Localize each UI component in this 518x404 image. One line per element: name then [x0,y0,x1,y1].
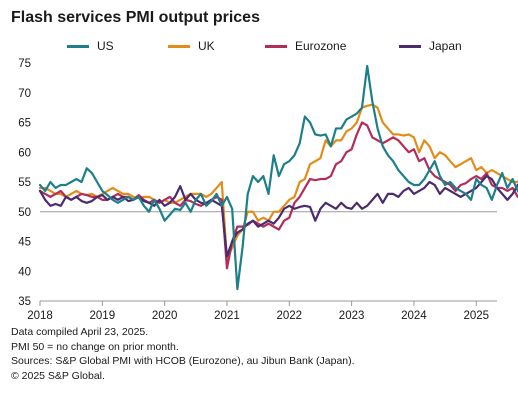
footer-copyright: © 2025 S&P Global. [11,369,105,382]
x-tick-label-2021: 2021 [214,310,240,322]
legend-swatch-japan [399,44,421,48]
y-tick-label-35: 35 [18,296,31,308]
y-tick-label-65: 65 [18,118,31,130]
x-tick-label-2025: 2025 [463,310,489,322]
series-line-japan [38,174,518,258]
y-tick-label-75: 75 [18,58,31,70]
y-tick-label-45: 45 [18,237,31,249]
x-tick-label-2019: 2019 [90,310,116,322]
y-tick-label-60: 60 [18,147,31,159]
legend-item-japan: Japan [399,38,462,54]
legend-swatch-uk [168,44,190,48]
series-line-eurozone [38,121,518,270]
y-tick-label-55: 55 [18,177,31,189]
legend-label-uk: UK [198,39,215,53]
x-tick-label-2024: 2024 [401,310,427,322]
footer-pmi-note: PMI 50 = no change on prior month. [11,340,179,353]
footer-sources-note: Sources: S&P Global PMI with HCOB (Euroz… [11,355,355,368]
series-line-us [38,64,518,291]
legend-swatch-eurozone [265,44,287,48]
chart-footer: Data compiled April 23, 2025. PMI 50 = n… [11,325,355,383]
y-tick-label-50: 50 [18,207,31,219]
legend-item-eurozone: Eurozone [265,38,346,54]
legend-label-eurozone: Eurozone [295,39,347,53]
y-tick-label-70: 70 [18,88,31,100]
legend-item-us: US [67,38,114,54]
legend-swatch-us [67,44,89,48]
legend-item-uk: UK [168,38,215,54]
x-tick-label-2022: 2022 [276,310,302,322]
legend-label-us: US [97,39,114,53]
series-line-uk [38,103,518,261]
x-tick-label-2018: 2018 [27,310,53,322]
chart-title: Flash services PMI output prices [11,9,260,26]
footer-compiled-note: Data compiled April 23, 2025. [11,326,149,338]
chart-legend: US UK Eurozone Japan [0,38,518,54]
legend-label-japan: Japan [429,39,462,53]
y-tick-label-40: 40 [18,266,31,278]
x-tick-label-2020: 2020 [152,310,178,322]
x-tick-label-2023: 2023 [339,310,365,322]
